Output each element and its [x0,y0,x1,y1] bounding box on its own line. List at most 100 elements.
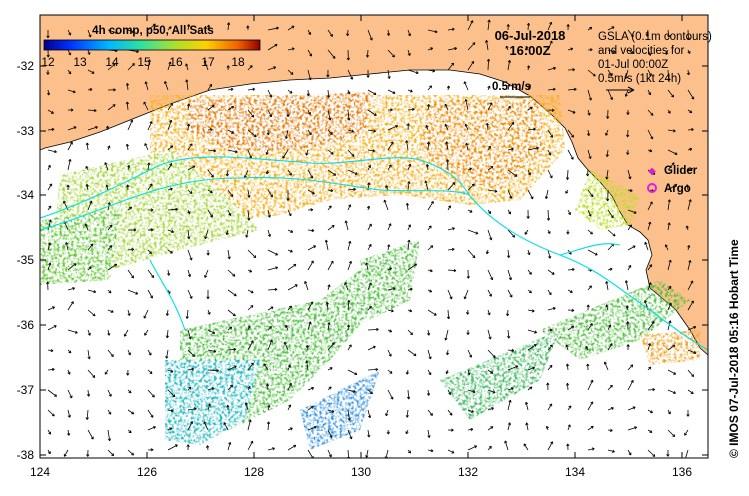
velocity-arrow [446,349,449,355]
velocity-arrowhead [174,444,178,448]
velocity-arrowhead [69,141,73,145]
velocity-arrowhead [645,33,649,37]
velocity-arrowhead [123,333,127,337]
y-tick-label: -35 [17,253,35,267]
velocity-arrowhead [247,217,251,221]
velocity-arrow [427,329,430,336]
velocity-arrow [447,159,449,171]
velocity-arrowhead [204,275,208,278]
velocity-arrow [487,19,490,31]
velocity-arrow [47,128,55,131]
velocity-arrow [367,29,373,41]
velocity-arrow [567,209,571,215]
velocity-arrowhead [48,219,52,223]
velocity-arrow [227,189,234,197]
velocity-arrowhead [350,76,354,80]
velocity-arrow [127,165,130,171]
velocity-arrowhead [250,305,254,309]
velocity-arrowhead [164,81,168,84]
velocity-arrow [524,229,529,235]
velocity-arrow [467,409,474,413]
velocity-arrow [284,341,289,351]
velocity-arrowhead [652,454,656,457]
velocity-arrowhead [572,110,576,114]
velocity-arrow [507,329,510,339]
velocity-arrowhead [610,407,614,411]
velocity-arrowhead [565,382,570,386]
velocity-arrowhead [388,164,392,168]
velocity-arrow [327,109,331,121]
velocity-arrowhead [508,399,512,403]
velocity-arrow [687,129,694,131]
velocity-arrow [85,223,89,231]
velocity-arrow [687,69,690,76]
velocity-arrowhead [149,371,153,374]
velocity-arrowhead [565,177,570,180]
velocity-arrow [47,149,57,153]
velocity-arrow [87,429,94,440]
velocity-arrow [467,428,473,431]
velocity-arrowhead [313,426,317,430]
velocity-arrow [307,405,314,411]
velocity-arrowhead [46,35,50,39]
velocity-arrowhead [684,432,688,436]
velocity-arrowhead [691,374,695,377]
velocity-arrow [427,449,434,452]
velocity-arrow [567,289,573,293]
colorbar-tick: 18 [231,55,245,69]
velocity-arrowhead [609,384,613,388]
velocity-arrow [367,244,372,251]
velocity-arrow [327,429,333,438]
velocity-arrow [627,245,636,251]
velocity-arrowhead [250,362,254,366]
velocity-arrow [226,169,229,177]
velocity-arrow [244,169,249,179]
velocity-arrow [387,369,393,374]
velocity-arrow [407,349,417,357]
velocity-arrow [164,81,169,91]
velocity-arrowhead [589,26,593,30]
velocity-arrow [507,169,518,177]
velocity-arrowhead [550,134,553,138]
velocity-arrowhead [409,309,413,313]
velocity-arrow [367,129,376,132]
velocity-arrowhead [104,162,108,166]
velocity-arrow [227,442,231,451]
velocity-arrow [527,84,531,91]
velocity-arrow [427,409,433,416]
velocity-arrowhead [509,294,513,298]
velocity-arrowhead [365,455,369,458]
velocity-arrow [647,221,651,231]
velocity-arrowhead [368,305,372,309]
velocity-arrowhead [533,344,537,347]
velocity-arrow [87,389,90,397]
velocity-arrow [447,269,457,272]
velocity-arrowhead [150,295,153,299]
velocity-arrowhead [114,263,118,267]
velocity-arrow [282,149,289,159]
velocity-arrowhead [549,344,553,348]
velocity-arrow [104,369,109,375]
velocity-arrowhead [365,262,369,266]
velocity-arrowhead [652,388,655,392]
velocity-arrowhead [233,365,237,369]
velocity-arrow [627,426,637,431]
velocity-arrowhead [487,85,491,89]
velocity-arrowhead [328,454,332,458]
velocity-arrowhead [472,390,476,394]
velocity-arrowhead [170,409,174,413]
velocity-arrowhead [605,304,609,308]
velocity-arrowhead [408,224,411,228]
velocity-arrow [446,141,449,151]
velocity-arrowhead [207,311,211,315]
velocity-arrow [147,289,153,299]
velocity-arrowhead [147,162,151,166]
velocity-arrow [144,143,149,151]
velocity-arrow [547,269,555,275]
velocity-arrow [407,239,410,251]
velocity-arrowhead [267,214,271,218]
velocity-arrow [327,169,337,176]
velocity-arrowhead [664,244,668,248]
velocity-arrow [607,229,616,237]
velocity-arrowhead [425,164,430,167]
